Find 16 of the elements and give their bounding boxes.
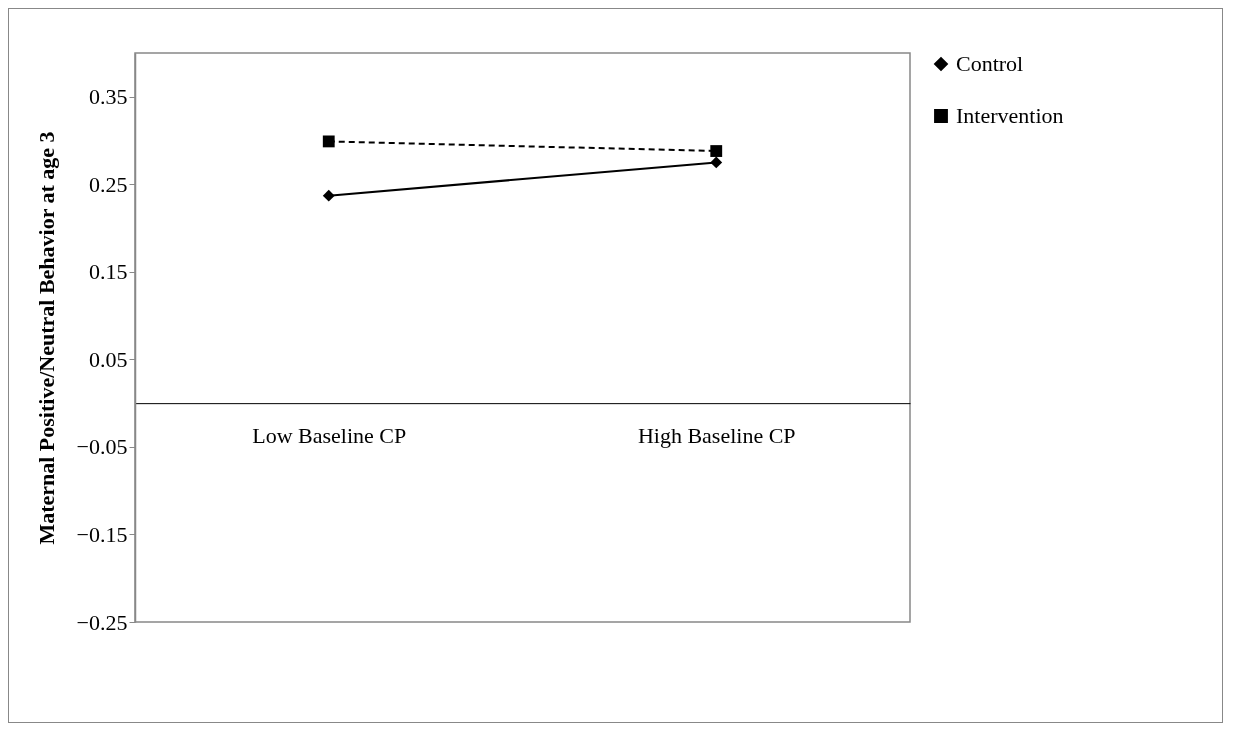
legend-label: Intervention	[956, 103, 1064, 128]
y-tick-label: 0.05	[89, 346, 128, 372]
x-tick-label: Low Baseline CP	[252, 422, 407, 448]
point	[710, 145, 723, 157]
y-tick-label: 0.35	[89, 84, 128, 110]
point	[322, 189, 335, 202]
point	[322, 135, 335, 148]
legend-label: Control	[956, 51, 1024, 76]
y-tick-label: −0.15	[76, 521, 128, 547]
x-tick-label: High Baseline CP	[637, 422, 796, 448]
y-tick-label: −0.25	[76, 609, 128, 635]
y-axis-title: Maternal Positive/Neutral Behavior at age 3	[33, 131, 59, 545]
y-tick-label: 0.25	[89, 171, 128, 197]
point	[710, 156, 723, 169]
y-tick-label: −0.05	[76, 434, 128, 460]
y-tick-label: 0.15	[89, 259, 128, 285]
